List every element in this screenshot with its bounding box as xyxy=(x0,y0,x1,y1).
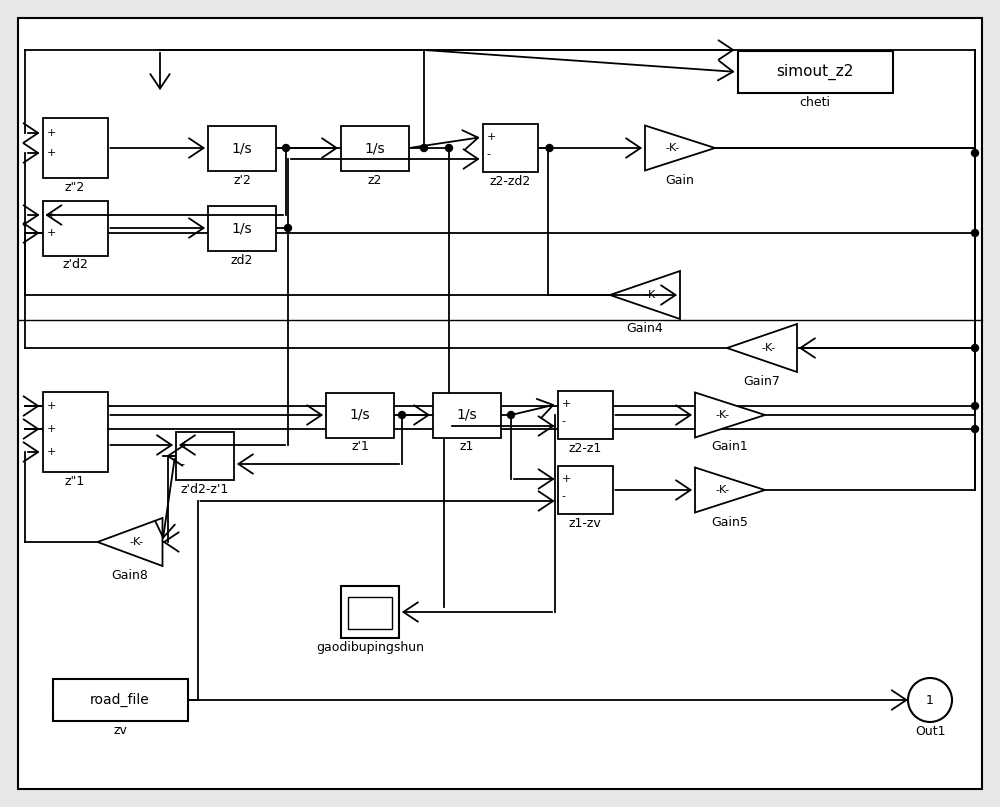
Text: +: + xyxy=(486,132,496,142)
Text: z2: z2 xyxy=(368,174,382,186)
Text: 1/s: 1/s xyxy=(232,221,252,235)
Text: z'1: z'1 xyxy=(351,441,369,454)
Text: +: + xyxy=(46,128,56,138)
Text: +: + xyxy=(46,210,56,220)
Text: +: + xyxy=(46,148,56,158)
Text: -: - xyxy=(562,416,566,426)
Text: gaodibupingshun: gaodibupingshun xyxy=(316,641,424,654)
Bar xyxy=(208,206,276,250)
Text: -K-: -K- xyxy=(716,410,730,420)
Bar xyxy=(558,391,612,439)
Text: z1-zv: z1-zv xyxy=(569,517,601,530)
Circle shape xyxy=(972,229,978,236)
Text: -K-: -K- xyxy=(666,143,680,153)
Text: z"1: z"1 xyxy=(65,475,85,488)
Text: +: + xyxy=(46,228,56,238)
Text: -: - xyxy=(180,459,184,469)
Text: +: + xyxy=(46,424,56,434)
Text: -K-: -K- xyxy=(129,537,144,547)
Circle shape xyxy=(972,403,978,409)
Text: Gain8: Gain8 xyxy=(112,569,148,582)
Bar xyxy=(42,118,108,178)
Text: -: - xyxy=(562,491,566,501)
Text: +: + xyxy=(46,447,56,457)
Bar xyxy=(176,432,234,480)
Text: Gain: Gain xyxy=(666,174,694,186)
Text: z"2: z"2 xyxy=(65,181,85,194)
Text: -K-: -K- xyxy=(645,290,659,300)
Text: Gain1: Gain1 xyxy=(712,441,748,454)
Text: Out1: Out1 xyxy=(915,725,945,738)
Text: zv: zv xyxy=(113,724,127,737)
Polygon shape xyxy=(645,126,715,170)
Bar xyxy=(208,126,276,170)
Text: z1: z1 xyxy=(460,441,474,454)
Text: +: + xyxy=(562,474,571,484)
Circle shape xyxy=(546,144,553,152)
Text: +: + xyxy=(180,440,189,450)
Polygon shape xyxy=(695,392,765,437)
Circle shape xyxy=(908,678,952,722)
Text: 1/s: 1/s xyxy=(232,141,252,155)
Bar xyxy=(52,679,188,721)
Circle shape xyxy=(972,345,978,352)
Text: Gain5: Gain5 xyxy=(712,516,748,529)
Text: Gain7: Gain7 xyxy=(744,375,780,388)
Bar xyxy=(326,392,394,437)
Text: z2-z1: z2-z1 xyxy=(568,442,602,455)
Polygon shape xyxy=(727,324,797,372)
Bar xyxy=(42,200,108,256)
Bar xyxy=(433,392,501,437)
Text: z2-zd2: z2-zd2 xyxy=(489,175,531,188)
Text: +: + xyxy=(46,401,56,411)
Circle shape xyxy=(446,144,452,152)
Text: z'2: z'2 xyxy=(233,174,251,186)
Text: zd2: zd2 xyxy=(231,253,253,266)
Circle shape xyxy=(972,425,978,433)
Text: simout_z2: simout_z2 xyxy=(776,64,854,80)
Bar xyxy=(738,51,893,93)
Circle shape xyxy=(972,149,978,157)
Polygon shape xyxy=(695,467,765,512)
Text: Gain4: Gain4 xyxy=(627,322,663,335)
Bar xyxy=(558,466,612,514)
Polygon shape xyxy=(98,518,162,566)
Text: -: - xyxy=(486,149,490,159)
Text: 1/s: 1/s xyxy=(350,408,370,422)
Bar xyxy=(341,586,399,638)
Bar xyxy=(482,124,538,172)
Text: 1: 1 xyxy=(926,693,934,706)
Circle shape xyxy=(508,412,514,419)
Text: 1/s: 1/s xyxy=(457,408,477,422)
Text: -K-: -K- xyxy=(716,485,730,495)
Text: road_file: road_file xyxy=(90,693,150,707)
Bar xyxy=(42,392,108,472)
Bar xyxy=(341,126,409,170)
Circle shape xyxy=(283,144,290,152)
Bar xyxy=(348,597,392,629)
Polygon shape xyxy=(610,271,680,319)
Circle shape xyxy=(398,412,406,419)
Text: 1/s: 1/s xyxy=(365,141,385,155)
Circle shape xyxy=(285,224,292,232)
Circle shape xyxy=(420,144,428,152)
Text: +: + xyxy=(562,399,571,409)
Text: cheti: cheti xyxy=(800,96,830,109)
Text: z'd2-z'1: z'd2-z'1 xyxy=(181,483,229,496)
Text: z'd2: z'd2 xyxy=(62,258,88,271)
Text: -K-: -K- xyxy=(762,343,776,353)
